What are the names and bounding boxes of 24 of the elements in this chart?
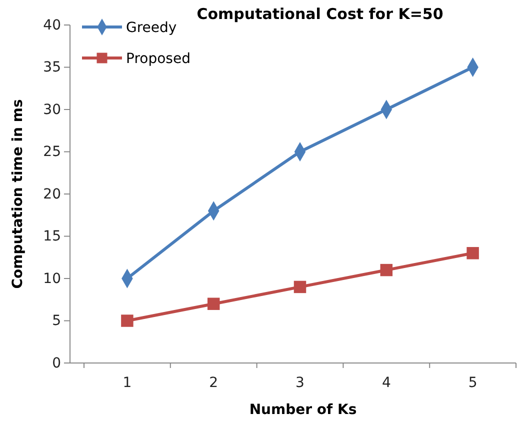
y-tick-label: 0 — [52, 355, 61, 372]
legend-label: Greedy — [126, 20, 177, 36]
x-tick-label: 1 — [122, 374, 132, 391]
point — [466, 247, 479, 260]
y-axis-title: Computation time in ms — [10, 99, 26, 289]
x-tick-label: 5 — [468, 374, 478, 391]
y-tick-label: 35 — [43, 60, 61, 76]
y-tick-label: 40 — [43, 17, 61, 34]
point — [207, 298, 220, 310]
x-tick-label: 4 — [382, 374, 391, 391]
point — [380, 264, 393, 276]
y-tick-label: 5 — [52, 313, 61, 330]
y-tick-label: 10 — [43, 270, 61, 287]
y-tick-label: 20 — [43, 186, 61, 202]
point — [294, 280, 306, 294]
legend-label: Proposed — [126, 51, 190, 67]
chart-title: Computational Cost for K=50 — [196, 5, 444, 23]
y-tick-label: 15 — [43, 228, 61, 245]
x-axis-title: Number of Ks — [249, 402, 357, 418]
y-tick-label: 30 — [43, 102, 61, 118]
y-tick-label: 25 — [43, 144, 61, 160]
x-tick-label: 2 — [209, 374, 218, 391]
point — [121, 314, 134, 327]
x-tick-label: 3 — [296, 374, 304, 391]
